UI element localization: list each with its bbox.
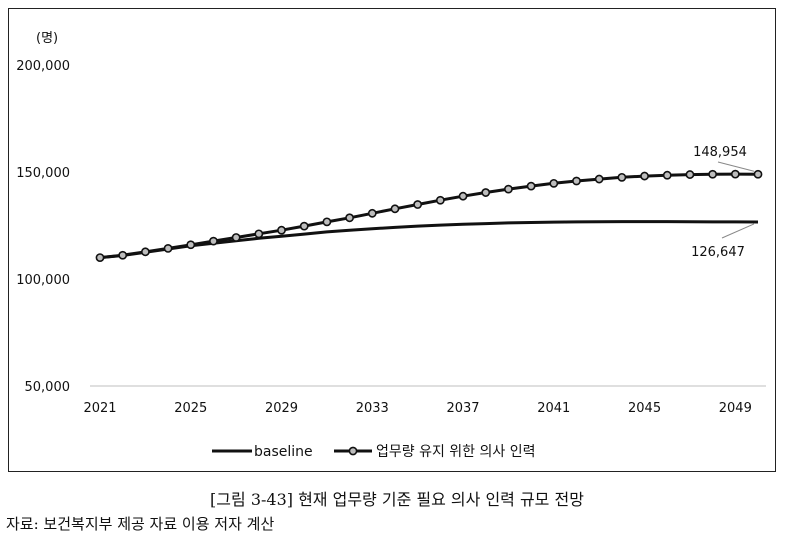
- data-point: [685, 170, 695, 179]
- y-tick-label: 150,000: [16, 166, 70, 181]
- legend-label-baseline: baseline: [254, 444, 313, 460]
- data-point: [708, 169, 718, 179]
- data-point: [163, 243, 173, 253]
- data-point: [186, 240, 196, 250]
- chart-frame: [8, 8, 776, 472]
- x-tick-label: 2021: [83, 401, 116, 416]
- x-tick-label: 2049: [719, 401, 752, 416]
- x-tick-label: 2025: [174, 401, 207, 416]
- data-point: [345, 213, 354, 223]
- y-tick-label: 100,000: [16, 273, 70, 288]
- data-point: [640, 171, 649, 181]
- data-point: [594, 174, 604, 184]
- data-point: [209, 236, 218, 246]
- data-point: [730, 169, 740, 179]
- data-point: [572, 176, 581, 186]
- series-line-1: [99, 220, 759, 260]
- data-point: [367, 208, 377, 218]
- data-point: [526, 181, 536, 191]
- data-point: [458, 191, 468, 201]
- data-point: [390, 204, 400, 214]
- source-note: 자료: 보건복지부 제공 자료 이용 저자 계산: [6, 515, 275, 533]
- annotation-label-top: 148,954: [693, 145, 747, 160]
- y-tick-label: 200,000: [16, 59, 70, 74]
- data-point: [299, 221, 309, 231]
- data-point: [617, 172, 627, 182]
- x-tick-label: 2037: [446, 401, 479, 416]
- data-point: [118, 250, 128, 260]
- data-point: [95, 253, 105, 262]
- data-point: [753, 169, 763, 179]
- annotation-leader-top: [717, 161, 755, 172]
- data-point: [662, 170, 672, 180]
- y-unit-label: (명): [36, 31, 58, 46]
- data-point: [322, 217, 332, 227]
- data-point: [413, 200, 423, 209]
- data-point: [231, 233, 241, 242]
- data-point: [254, 229, 264, 239]
- line-chart: (명) 200,000 150,000 100,000 50,000 2021 2025…: [16, 31, 766, 460]
- y-tick-label: 50,000: [25, 380, 71, 395]
- data-point: [435, 195, 445, 205]
- annotation-leader-bottom: [721, 223, 755, 239]
- x-tick-label: 2033: [356, 401, 389, 416]
- figure-caption: [그림 3-43] 현재 업무량 기준 필요 의사 인력 규모 전망: [210, 490, 584, 509]
- x-tick-label: 2029: [265, 401, 298, 416]
- x-tick-label: 2045: [628, 401, 661, 416]
- data-point: [481, 188, 491, 197]
- data-point: [549, 178, 559, 188]
- legend-label-series-2: 업무량 유지 위한 의사 인력: [376, 444, 535, 460]
- data-point: [504, 184, 513, 194]
- data-point: [277, 225, 286, 235]
- x-tick-label: 2041: [537, 401, 570, 416]
- legend-marker-series-2: [348, 446, 358, 456]
- annotation-label-bottom: 126,647: [691, 245, 745, 260]
- data-point: [140, 247, 150, 257]
